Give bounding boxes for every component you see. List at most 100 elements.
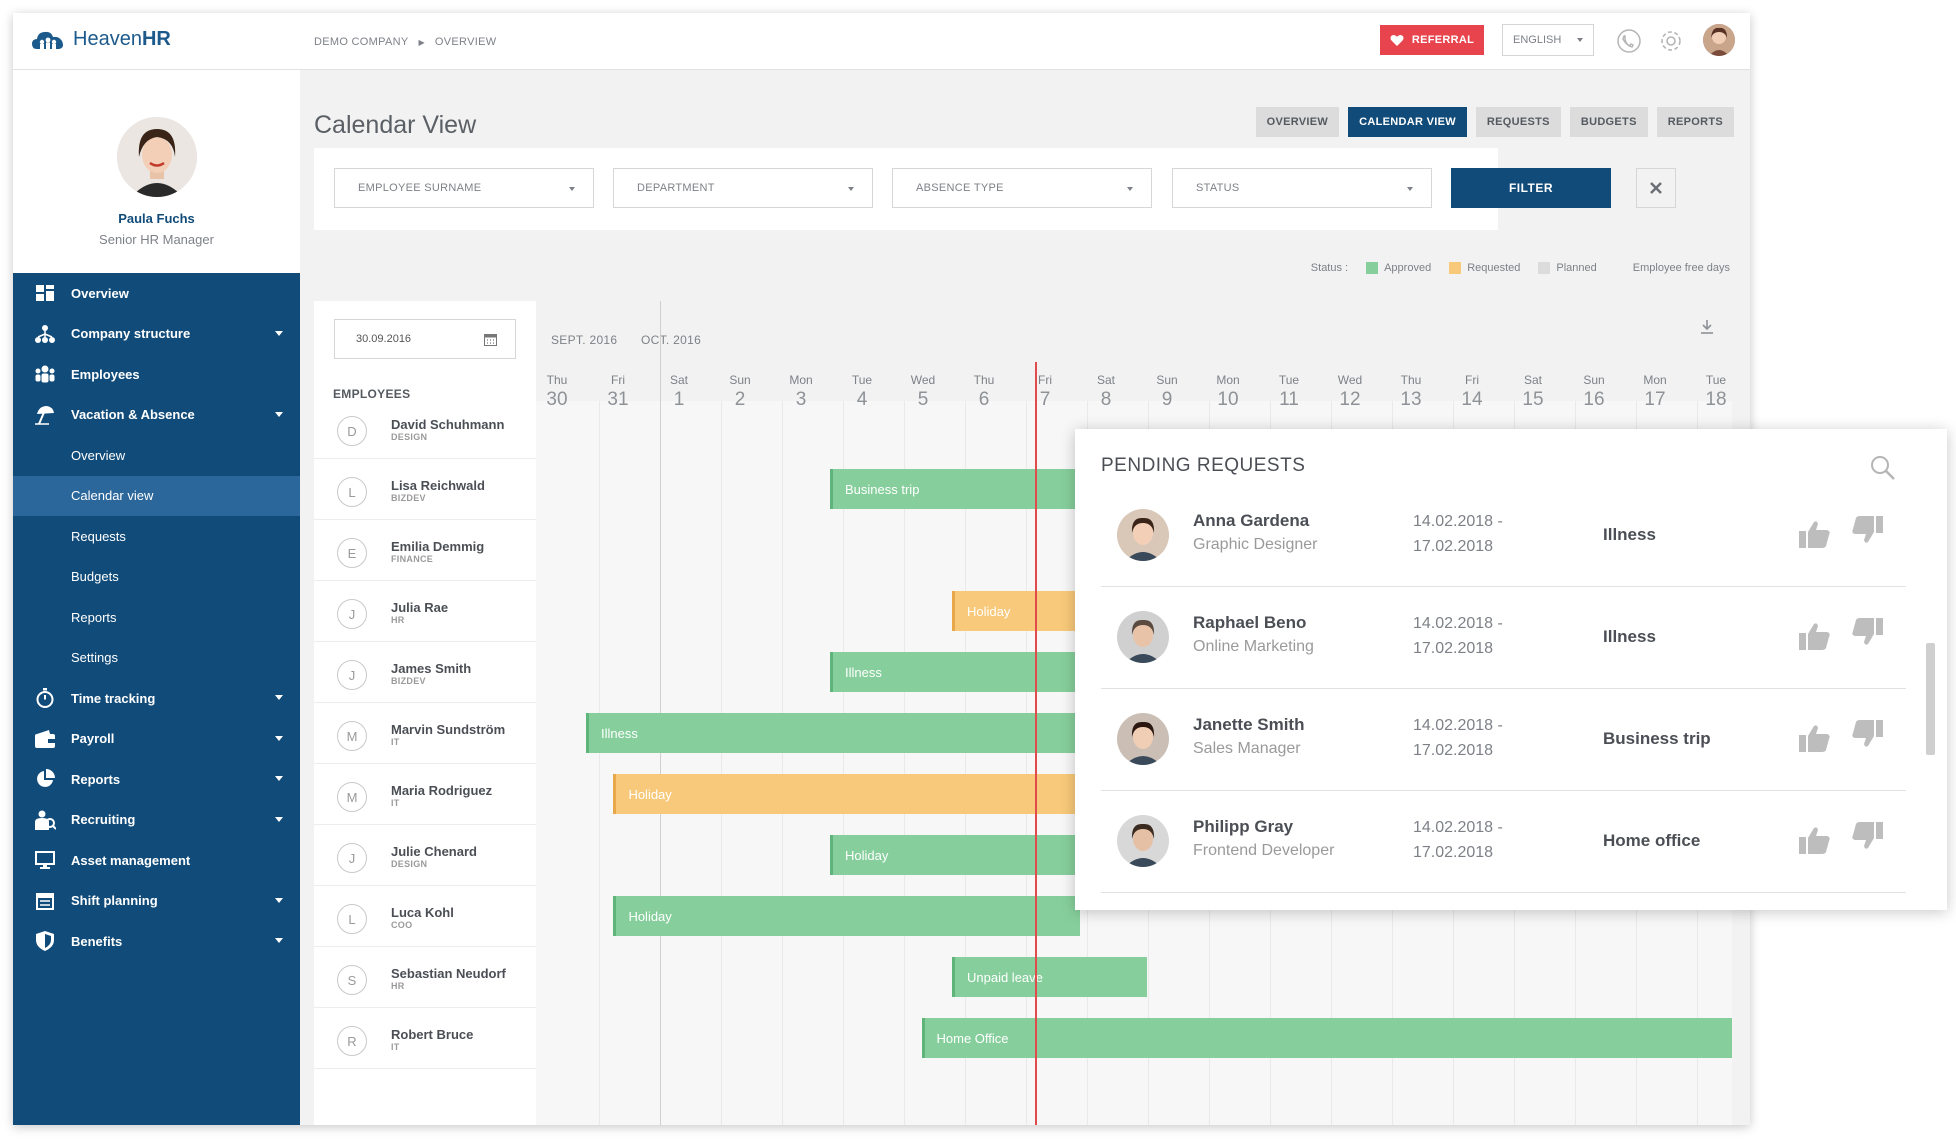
referral-button[interactable]: REFERRAL bbox=[1380, 25, 1484, 55]
phone-icon[interactable] bbox=[1616, 28, 1642, 54]
employee-initial-avatar: R bbox=[337, 1026, 367, 1056]
absence-bar[interactable]: Holiday bbox=[613, 896, 1081, 936]
filter-button[interactable]: FILTER bbox=[1451, 168, 1611, 208]
employee-row[interactable]: M Marvin Sundström IT bbox=[314, 703, 536, 764]
absence-type-select[interactable]: ABSENCE TYPE bbox=[892, 168, 1152, 208]
chevron-down-icon bbox=[275, 411, 283, 417]
employee-row[interactable]: J Julia Rae HR bbox=[314, 581, 536, 642]
nav-benefits[interactable]: Benefits bbox=[13, 921, 300, 962]
nav-payroll[interactable]: Payroll bbox=[13, 719, 300, 760]
clear-filter-button[interactable] bbox=[1636, 168, 1676, 208]
nav-employees-label: Employees bbox=[71, 366, 140, 382]
thumbs-down-icon[interactable] bbox=[1851, 515, 1883, 545]
date-value: 30.09.2016 bbox=[356, 333, 412, 345]
thumbs-up-icon[interactable] bbox=[1799, 621, 1831, 651]
day-name: Fri bbox=[611, 373, 625, 387]
day-name: Sun bbox=[1156, 373, 1178, 387]
breadcrumb-company[interactable]: DEMO COMPANY bbox=[314, 36, 409, 48]
thumbs-down-icon[interactable] bbox=[1851, 617, 1883, 647]
nav-asset-management[interactable]: Asset management bbox=[13, 840, 300, 881]
nav-time-tracking[interactable]: Time tracking bbox=[13, 678, 300, 719]
employee-surname-select[interactable]: EMPLOYEE SURNAME bbox=[334, 168, 594, 208]
employee-department: BIZDEV bbox=[391, 676, 426, 686]
nav-sub-settings[interactable]: Settings bbox=[71, 650, 118, 666]
day-header: Sun 2 bbox=[710, 373, 770, 411]
employee-department: FINANCE bbox=[391, 554, 434, 564]
language-select[interactable]: ENGLISH bbox=[1502, 24, 1594, 56]
logo[interactable]: HeavenHR bbox=[31, 28, 171, 51]
day-number: 12 bbox=[1339, 389, 1361, 410]
day-name: Tue bbox=[851, 373, 873, 387]
day-header: Mon 17 bbox=[1625, 373, 1685, 411]
nav-company-structure[interactable]: Company structure bbox=[13, 314, 300, 355]
gear-icon[interactable] bbox=[1658, 28, 1684, 54]
absence-bar[interactable]: Unpaid leave bbox=[952, 957, 1148, 997]
employee-initial-avatar: M bbox=[337, 721, 367, 751]
profile-avatar[interactable] bbox=[117, 117, 197, 197]
dashboard-icon bbox=[34, 282, 56, 304]
thumbs-down-icon[interactable] bbox=[1851, 719, 1883, 749]
grid-line bbox=[843, 401, 844, 1125]
nav-employees[interactable]: Employees bbox=[13, 354, 300, 395]
search-icon[interactable] bbox=[1870, 455, 1896, 481]
nav-sub-requests[interactable]: Requests bbox=[71, 528, 126, 544]
employee-row[interactable]: D David Schuhmann DESIGN bbox=[314, 398, 536, 459]
pending-request-row: Janette Smith Sales Manager 14.02.2018 - 17… bbox=[1101, 689, 1906, 791]
nav-vacation-absence[interactable]: Vacation & Absence bbox=[13, 395, 300, 436]
employee-department: DESIGN bbox=[391, 859, 428, 869]
day-number: 9 bbox=[1161, 389, 1173, 410]
day-name: Wed bbox=[910, 373, 936, 387]
thumbs-up-icon[interactable] bbox=[1799, 825, 1831, 855]
nav-reports[interactable]: Reports bbox=[13, 759, 300, 800]
tab-overview[interactable]: OVERVIEW bbox=[1255, 107, 1340, 137]
department-select[interactable]: DEPARTMENT bbox=[613, 168, 873, 208]
employee-department: HR bbox=[391, 981, 405, 991]
request-type: Home office bbox=[1603, 831, 1701, 850]
calendar-icon bbox=[484, 334, 497, 346]
employee-initial-avatar: L bbox=[337, 904, 367, 934]
thumbs-up-icon[interactable] bbox=[1799, 519, 1831, 549]
day-number: 30 bbox=[546, 389, 568, 410]
user-avatar[interactable] bbox=[1703, 24, 1735, 56]
day-name: Sat bbox=[1523, 373, 1542, 387]
day-header: Sun 16 bbox=[1564, 373, 1624, 411]
employee-row[interactable]: J James Smith BIZDEV bbox=[314, 642, 536, 703]
thumbs-up-icon[interactable] bbox=[1799, 723, 1831, 753]
tab-reports[interactable]: REPORTS bbox=[1656, 107, 1734, 137]
employee-row[interactable]: L Luca Kohl COO bbox=[314, 886, 536, 947]
pending-request-row: Philipp Gray Frontend Developer 14.02.2018… bbox=[1101, 791, 1906, 893]
employee-row[interactable]: J Julie Chenard DESIGN bbox=[314, 825, 536, 886]
nav-benefits-label: Benefits bbox=[71, 933, 123, 949]
date-picker[interactable]: 30.09.2016 bbox=[334, 319, 516, 359]
recruiting-icon bbox=[34, 809, 56, 831]
absence-bar[interactable]: Home Office bbox=[921, 1018, 1732, 1058]
employee-row[interactable]: L Lisa Reichwald BIZDEV bbox=[314, 459, 536, 520]
nav-recruiting[interactable]: Recruiting bbox=[13, 800, 300, 841]
thumbs-down-icon[interactable] bbox=[1851, 821, 1883, 851]
grid-line bbox=[599, 401, 600, 1125]
scrollbar[interactable] bbox=[1926, 643, 1935, 755]
nav-sub-reports[interactable]: Reports bbox=[71, 609, 117, 625]
employees-header: EMPLOYEES bbox=[333, 387, 411, 401]
day-number: 7 bbox=[1039, 389, 1051, 410]
requester-avatar bbox=[1117, 509, 1169, 561]
heart-icon bbox=[1390, 34, 1404, 46]
tab-budgets[interactable]: BUDGETS bbox=[1569, 107, 1648, 137]
day-header: Fri 7 bbox=[1015, 373, 1075, 411]
nav-sub-budgets[interactable]: Budgets bbox=[71, 569, 119, 585]
employee-row[interactable]: R Robert Bruce IT bbox=[314, 1008, 536, 1069]
employee-row[interactable]: E Emilia Demmig FINANCE bbox=[314, 520, 536, 581]
nav-shift-planning[interactable]: Shift planning bbox=[13, 881, 300, 922]
grid-line bbox=[1026, 401, 1027, 1125]
tab-requests[interactable]: REQUESTS bbox=[1475, 107, 1561, 137]
employee-row[interactable]: S Sebastian Neudorf HR bbox=[314, 947, 536, 1008]
nav-recruiting-label: Recruiting bbox=[71, 812, 136, 828]
nav-sub-overview[interactable]: Overview bbox=[71, 447, 126, 463]
nav-overview[interactable]: Overview bbox=[13, 273, 300, 314]
tab-calendar-view[interactable]: CALENDAR VIEW bbox=[1348, 107, 1467, 137]
employee-row[interactable]: M Maria Rodriguez IT bbox=[314, 764, 536, 825]
nav-sub-calendar-view[interactable]: Calendar view bbox=[13, 475, 300, 516]
status-select[interactable]: STATUS bbox=[1172, 168, 1432, 208]
download-icon[interactable] bbox=[1700, 319, 1714, 335]
language-value: ENGLISH bbox=[1513, 34, 1562, 46]
